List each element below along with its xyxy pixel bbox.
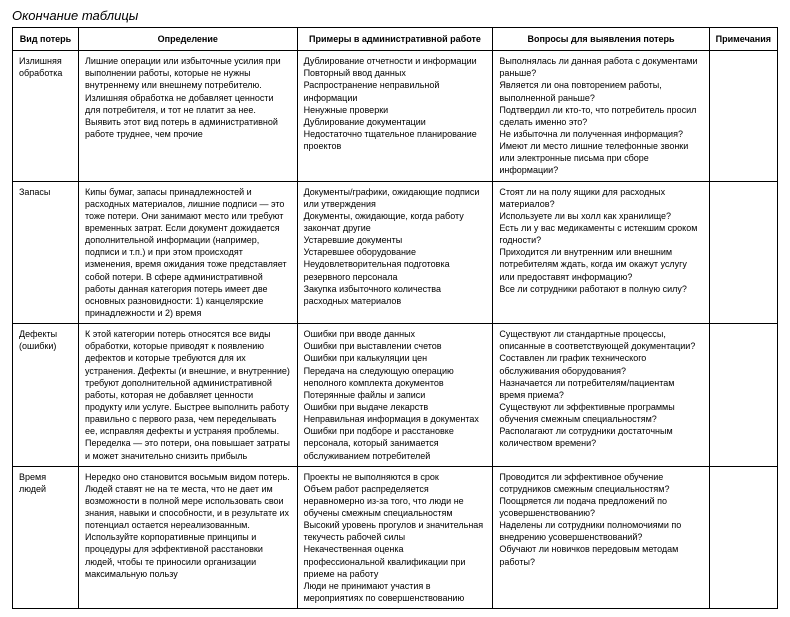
- col-header-examples: Примеры в административной работе: [297, 28, 493, 51]
- cell-examples: Ошибки при вводе данныхОшибки при выстав…: [297, 324, 493, 467]
- cell-definition: Лишние операции или избыточные усилия пр…: [79, 51, 298, 181]
- cell-definition: Нередко оно становится восьмым видом пот…: [79, 466, 298, 609]
- table-header-row: Вид потерь Определение Примеры в админис…: [13, 28, 778, 51]
- cell-notes: [709, 181, 777, 324]
- col-header-type: Вид потерь: [13, 28, 79, 51]
- cell-examples: Проекты не выполняются в срокОбъем работ…: [297, 466, 493, 609]
- col-header-notes: Примечания: [709, 28, 777, 51]
- cell-examples: Дублирование отчетности и информацииПовт…: [297, 51, 493, 181]
- cell-examples: Документы/графики, ожидающие подписи или…: [297, 181, 493, 324]
- cell-questions: Стоят ли на полу ящики для расходных мат…: [493, 181, 709, 324]
- cell-type: Время людей: [13, 466, 79, 609]
- cell-notes: [709, 51, 777, 181]
- cell-type: Дефекты (ошибки): [13, 324, 79, 467]
- col-header-questions: Вопросы для выявления потерь: [493, 28, 709, 51]
- cell-notes: [709, 466, 777, 609]
- cell-questions: Существуют ли стандартные процессы, опис…: [493, 324, 709, 467]
- table-row: Запасы Кипы бумаг, запасы принадлежносте…: [13, 181, 778, 324]
- table-row: Время людей Нередко оно становится восьм…: [13, 466, 778, 609]
- cell-questions: Проводится ли эффективное обучение сотру…: [493, 466, 709, 609]
- table-continuation-title: Окончание таблицы: [12, 8, 778, 23]
- table-row: Дефекты (ошибки) К этой категории потерь…: [13, 324, 778, 467]
- cell-definition: К этой категории потерь относятся все ви…: [79, 324, 298, 467]
- cell-definition: Кипы бумаг, запасы принадлежностей и рас…: [79, 181, 298, 324]
- table-row: Излишняя обработка Лишние операции или и…: [13, 51, 778, 181]
- cell-type: Излишняя обработка: [13, 51, 79, 181]
- col-header-definition: Определение: [79, 28, 298, 51]
- cell-notes: [709, 324, 777, 467]
- waste-types-table: Вид потерь Определение Примеры в админис…: [12, 27, 778, 609]
- cell-type: Запасы: [13, 181, 79, 324]
- cell-questions: Выполнялась ли данная работа с документа…: [493, 51, 709, 181]
